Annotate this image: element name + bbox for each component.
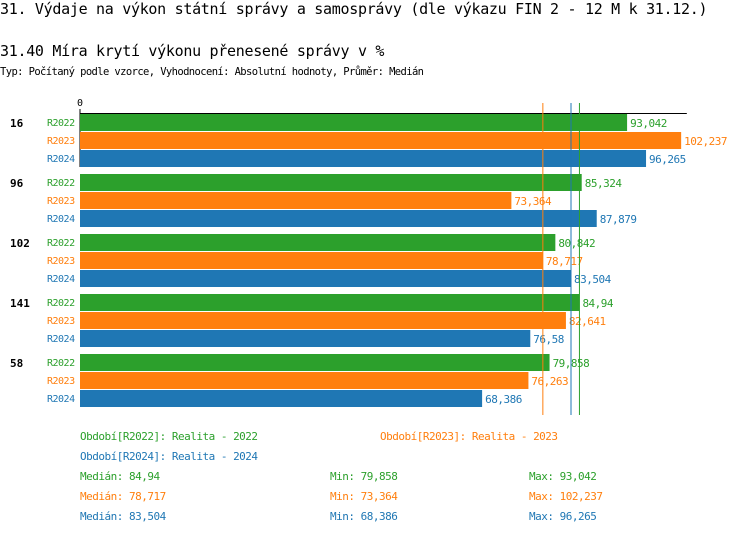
- bar: [80, 354, 550, 371]
- min-stat: Min: 73,364: [330, 490, 398, 503]
- bar: [80, 252, 543, 269]
- category-label: 16: [10, 117, 24, 130]
- data-label: 93,042: [630, 117, 667, 130]
- series-label: R2023: [47, 316, 75, 327]
- median-stat: Medián: 78,717: [80, 490, 166, 503]
- bar: [80, 270, 572, 287]
- bar: [80, 390, 483, 407]
- category-label: 58: [10, 357, 23, 370]
- bar: [80, 150, 647, 167]
- median-stat: Medián: 84,94: [80, 470, 160, 483]
- category-label: 102: [10, 237, 30, 250]
- series-label: R2022: [47, 178, 75, 189]
- axis-zero-label: 0: [77, 98, 83, 109]
- bar: [80, 234, 556, 251]
- bar: [80, 330, 531, 347]
- series-label: R2023: [47, 256, 75, 267]
- data-label: 80,842: [558, 237, 595, 250]
- data-label: 85,324: [585, 177, 623, 190]
- bar: [80, 192, 512, 209]
- legend-item: Období[R2022]: Realita - 2022: [80, 430, 258, 443]
- bar: [80, 210, 597, 227]
- data-label: 83,504: [574, 273, 612, 286]
- series-label: R2023: [47, 136, 75, 147]
- series-label: R2024: [47, 154, 75, 165]
- bar: [80, 294, 580, 311]
- data-label: 68,386: [485, 393, 522, 406]
- data-label: 96,265: [649, 153, 686, 166]
- data-label: 84,94: [582, 297, 613, 310]
- max-stat: Max: 93,042: [529, 470, 596, 483]
- data-label: 87,879: [600, 213, 637, 226]
- series-label: R2024: [47, 274, 75, 285]
- series-label: R2024: [47, 214, 75, 225]
- category-label: 96: [10, 177, 24, 190]
- data-label: 73,364: [514, 195, 552, 208]
- series-label: R2022: [47, 298, 75, 309]
- series-label: R2023: [47, 376, 75, 387]
- data-label: 76,263: [531, 375, 568, 388]
- max-stat: Max: 96,265: [529, 510, 596, 523]
- legend-item: Období[R2023]: Realita - 2023: [380, 430, 558, 443]
- series-label: R2024: [47, 334, 75, 345]
- data-label: 102,237: [684, 135, 727, 148]
- chart-title: 31.40 Míra krytí výkonu přenesené správy…: [0, 42, 385, 60]
- min-stat: Min: 68,386: [330, 510, 397, 523]
- series-label: R2023: [47, 196, 75, 207]
- min-stat: Min: 79,858: [330, 470, 397, 483]
- max-stat: Max: 102,237: [529, 490, 602, 503]
- bar: [80, 114, 628, 131]
- bar: [80, 132, 682, 149]
- page-title: 31. Výdaje na výkon státní správy a samo…: [0, 0, 708, 18]
- data-label: 82,641: [569, 315, 606, 328]
- data-label: 76,58: [533, 333, 564, 346]
- bar: [80, 312, 566, 329]
- bar: [80, 174, 582, 191]
- series-label: R2024: [47, 394, 75, 405]
- legend-item: Období[R2024]: Realita - 2024: [80, 450, 258, 463]
- median-stat: Medián: 83,504: [80, 510, 167, 523]
- series-label: R2022: [47, 118, 75, 129]
- category-label: 141: [10, 297, 30, 310]
- data-label: 78,717: [546, 255, 583, 268]
- series-label: R2022: [47, 238, 75, 249]
- series-label: R2022: [47, 358, 75, 369]
- bar: [80, 372, 529, 389]
- chart-meta: Typ: Počítaný podle vzorce, Vyhodnocení:…: [0, 66, 424, 78]
